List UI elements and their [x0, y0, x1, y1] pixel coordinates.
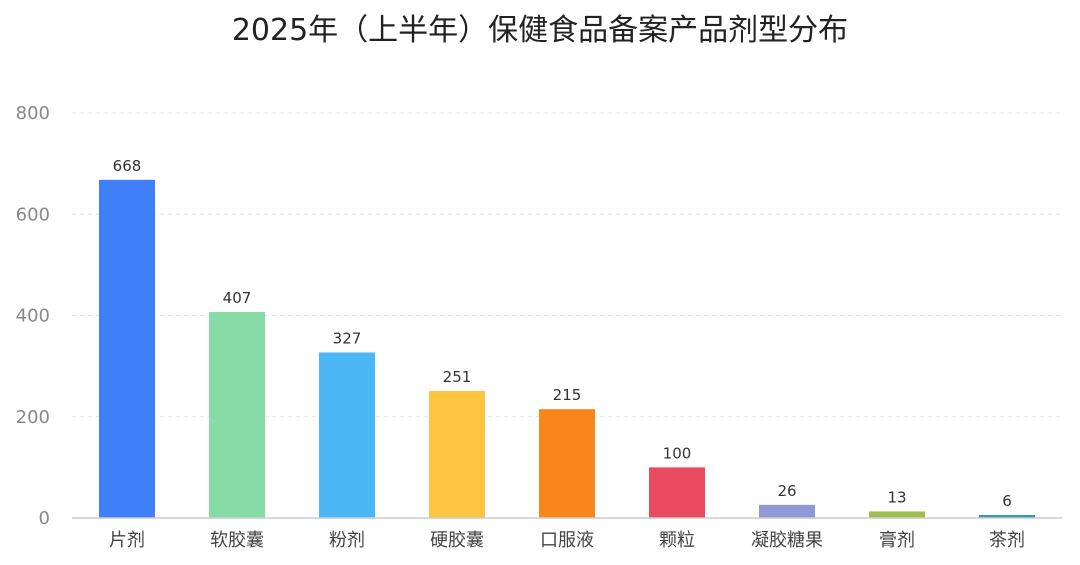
data-label: 407: [223, 289, 252, 307]
bar: [869, 511, 925, 518]
x-tick-label: 茶剂: [989, 530, 1025, 551]
bar: [429, 390, 485, 518]
bar: [539, 409, 595, 518]
x-axis-ticks: 片剂 软胶囊 粉剂 硬胶囊 口服液 颗粒 凝胶糖果 膏剂 茶剂: [109, 529, 1025, 551]
y-tick-label: 400: [16, 306, 50, 327]
data-label: 251: [443, 368, 472, 386]
chart-title: 2025年（上半年）保健食品备案产品剂型分布: [232, 13, 848, 48]
y-tick-label: 0: [39, 508, 50, 529]
y-tick-label: 600: [16, 204, 50, 225]
y-tick-label: 800: [16, 103, 50, 124]
bar: [319, 352, 375, 518]
x-tick-label: 软胶囊: [210, 530, 264, 551]
y-tick-label: 200: [16, 407, 50, 428]
x-tick-label: 膏剂: [879, 529, 915, 551]
x-tick-label: 硬胶囊: [430, 530, 484, 551]
bar: [649, 467, 705, 518]
data-label: 668: [113, 157, 142, 175]
data-labels: 668 407 327 251 215 100 26 13 6: [113, 157, 1012, 510]
data-label: 327: [333, 329, 362, 347]
bar: [99, 179, 155, 518]
bar: [759, 504, 815, 518]
x-tick-label: 片剂: [109, 530, 145, 551]
x-tick-label: 颗粒: [659, 530, 695, 551]
y-axis-ticks: 0 200 400 600 800: [16, 103, 50, 529]
grid-lines: [72, 112, 1062, 418]
x-tick-label: 粉剂: [329, 530, 365, 551]
bars: [99, 179, 1035, 518]
data-label: 6: [1002, 492, 1012, 510]
x-tick-label: 凝胶糖果: [751, 530, 823, 551]
data-label: 100: [663, 444, 692, 462]
data-label: 215: [553, 386, 582, 404]
bar: [209, 311, 265, 518]
data-label: 13: [887, 488, 906, 506]
x-tick-label: 口服液: [540, 530, 594, 551]
data-label: 26: [777, 482, 796, 500]
bar: [979, 514, 1035, 518]
